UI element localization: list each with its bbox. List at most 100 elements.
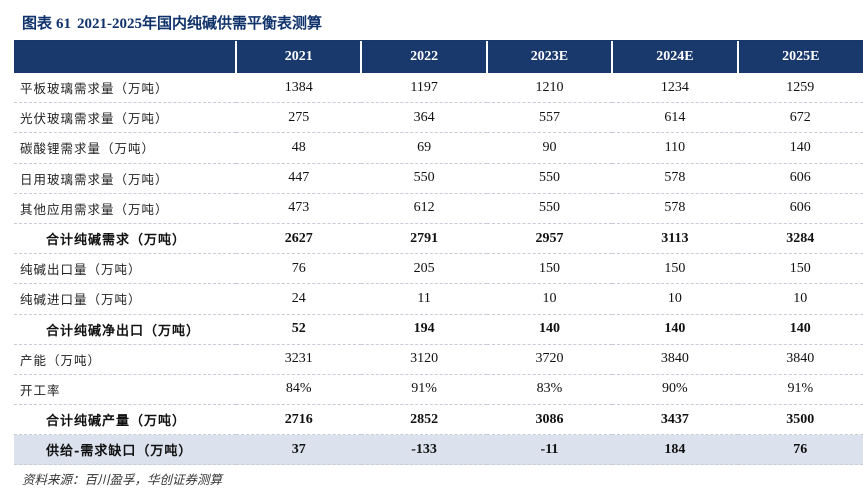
table-row: 供给-需求缺口（万吨） 37 -133 -11 184 76 bbox=[14, 434, 863, 466]
table-cell: 1259 bbox=[737, 73, 863, 104]
table-cell: 557 bbox=[486, 102, 613, 134]
column-header: 2024E bbox=[611, 41, 738, 73]
row-label: 开工率 bbox=[14, 374, 236, 406]
table-cell: 140 bbox=[486, 314, 613, 345]
row-label: 碳酸锂需求量（万吨） bbox=[14, 132, 236, 164]
table-cell: 2791 bbox=[361, 223, 487, 255]
row-label: 合计纯碱产量（万吨） bbox=[14, 404, 236, 436]
table-cell: 275 bbox=[236, 102, 362, 134]
table-cell: 184 bbox=[612, 434, 738, 466]
column-header: 2023E bbox=[485, 41, 613, 73]
table-cell: 364 bbox=[361, 102, 487, 134]
table-cell: 83% bbox=[486, 374, 613, 406]
table-cell: 614 bbox=[612, 102, 738, 134]
table-cell: 150 bbox=[737, 253, 863, 285]
table-cell: -11 bbox=[486, 434, 613, 466]
table-row: 合计纯碱产量（万吨） 2716 2852 3086 3437 3500 bbox=[14, 404, 863, 436]
table-cell: 1234 bbox=[612, 73, 738, 104]
table-cell: 3437 bbox=[612, 404, 738, 436]
table-row: 合计纯碱需求（万吨） 2627 2791 2957 3113 3284 bbox=[14, 223, 863, 255]
table-cell: 606 bbox=[737, 163, 863, 194]
table-cell: 3720 bbox=[486, 344, 613, 375]
table-row: 碳酸锂需求量（万吨） 48 69 90 110 140 bbox=[14, 132, 863, 164]
table-row: 开工率 84% 91% 83% 90% 91% bbox=[14, 374, 863, 406]
column-header: 2022 bbox=[360, 41, 487, 73]
table-row: 日用玻璃需求量（万吨） 447 550 550 578 606 bbox=[14, 163, 863, 194]
row-label: 供给-需求缺口（万吨） bbox=[14, 434, 236, 466]
table-cell: 3840 bbox=[612, 344, 738, 375]
table-cell: 447 bbox=[236, 163, 362, 194]
row-label: 合计纯碱净出口（万吨） bbox=[14, 314, 236, 345]
row-label: 合计纯碱需求（万吨） bbox=[14, 223, 236, 255]
table-cell: 11 bbox=[361, 283, 487, 315]
table-cell: 140 bbox=[612, 314, 738, 345]
table-cell: 76 bbox=[236, 253, 362, 285]
row-label: 平板玻璃需求量（万吨） bbox=[14, 73, 236, 104]
figure-title: 图表 61 2021-2025年国内纯碱供需平衡表测算 bbox=[22, 10, 322, 36]
table-cell: 550 bbox=[486, 193, 613, 224]
table-cell: 1197 bbox=[361, 73, 487, 104]
table-row: 产能（万吨） 3231 3120 3720 3840 3840 bbox=[14, 344, 863, 375]
row-label: 产能（万吨） bbox=[14, 344, 236, 375]
table-cell: 91% bbox=[737, 374, 863, 406]
header-blank bbox=[14, 41, 236, 73]
table-cell: 140 bbox=[737, 314, 863, 345]
table-cell: 1384 bbox=[236, 73, 362, 104]
column-header: 2025E bbox=[736, 41, 863, 73]
figure-prefix: 图表 bbox=[22, 14, 53, 32]
table-row: 光伏玻璃需求量（万吨） 275 364 557 614 672 bbox=[14, 102, 863, 134]
row-label: 光伏玻璃需求量（万吨） bbox=[14, 102, 236, 134]
table-cell: 91% bbox=[361, 374, 487, 406]
row-label: 日用玻璃需求量（万吨） bbox=[14, 163, 236, 194]
table-row: 平板玻璃需求量（万吨） 1384 1197 1210 1234 1259 bbox=[14, 73, 863, 104]
table-cell: 205 bbox=[361, 253, 487, 285]
table-cell: 140 bbox=[737, 132, 863, 164]
table-cell: 194 bbox=[361, 314, 487, 345]
table-cell: 52 bbox=[236, 314, 362, 345]
table-cell: 2716 bbox=[236, 404, 362, 436]
row-label: 其他应用需求量（万吨） bbox=[14, 193, 236, 224]
table-cell: 3231 bbox=[236, 344, 362, 375]
table-cell: 3500 bbox=[737, 404, 863, 436]
table-cell: 578 bbox=[612, 163, 738, 194]
table-cell: 2957 bbox=[486, 223, 613, 255]
table-cell: -133 bbox=[361, 434, 487, 466]
column-header: 2021 bbox=[234, 41, 362, 73]
table-cell: 3086 bbox=[486, 404, 613, 436]
table-row: 纯碱出口量（万吨） 76 205 150 150 150 bbox=[14, 253, 863, 285]
source-note: 资料来源：百川盈孚，华创证券测算 bbox=[22, 472, 223, 487]
table-cell: 69 bbox=[361, 132, 487, 164]
figure-range: 2021-2025 bbox=[77, 16, 143, 32]
table-cell: 672 bbox=[737, 102, 863, 134]
table-cell: 90 bbox=[486, 132, 613, 164]
table-cell: 550 bbox=[486, 163, 613, 194]
table-row: 合计纯碱净出口（万吨） 52 194 140 140 140 bbox=[14, 314, 863, 345]
table-cell: 10 bbox=[486, 283, 613, 315]
table-cell: 150 bbox=[612, 253, 738, 285]
table-cell: 84% bbox=[236, 374, 362, 406]
table-cell: 578 bbox=[612, 193, 738, 224]
table-cell: 2852 bbox=[361, 404, 487, 436]
figure-number: 61 bbox=[56, 16, 72, 32]
table-header-row: 2021 2022 2023E 2024E 2025E bbox=[14, 41, 863, 73]
table-cell: 24 bbox=[236, 283, 362, 315]
table-cell: 1210 bbox=[486, 73, 613, 104]
table-cell: 612 bbox=[361, 193, 487, 224]
table-cell: 150 bbox=[486, 253, 613, 285]
table-cell: 3840 bbox=[737, 344, 863, 375]
table-row: 纯碱进口量（万吨） 24 11 10 10 10 bbox=[14, 283, 863, 315]
balance-table: 2021 2022 2023E 2024E 2025E 平板玻璃需求量（万吨） 1… bbox=[14, 41, 863, 466]
table-cell: 110 bbox=[612, 132, 738, 164]
table-cell: 90% bbox=[612, 374, 738, 406]
table-cell: 3284 bbox=[737, 223, 863, 255]
table-cell: 473 bbox=[236, 193, 362, 224]
table-cell: 3113 bbox=[612, 223, 738, 255]
table-cell: 2627 bbox=[236, 223, 362, 255]
table-cell: 606 bbox=[737, 193, 863, 224]
table-cell: 550 bbox=[361, 163, 487, 194]
table-cell: 76 bbox=[737, 434, 863, 466]
row-label: 纯碱进口量（万吨） bbox=[14, 283, 236, 315]
table-cell: 3120 bbox=[361, 344, 487, 375]
figure-title-text: 年国内纯碱供需平衡表测算 bbox=[142, 14, 323, 32]
table-row: 其他应用需求量（万吨） 473 612 550 578 606 bbox=[14, 193, 863, 224]
